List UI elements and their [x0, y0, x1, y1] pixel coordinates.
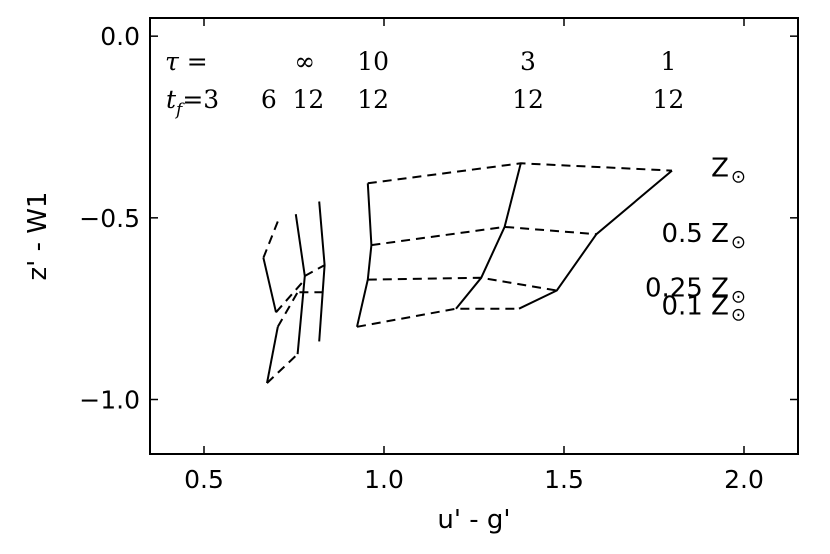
tf-value-label: 12: [512, 85, 544, 114]
x-tick-label: 1.5: [544, 465, 584, 494]
y-axis-label: z' - W1: [23, 192, 53, 281]
dashed-metallicity-line: [266, 353, 299, 384]
tf-value-label: 12: [652, 85, 684, 114]
solid-track-line: [266, 326, 279, 384]
plot-frame: [149, 17, 799, 455]
dashed-metallicity-line: [367, 162, 673, 185]
solid-track-line: [455, 163, 522, 310]
x-tick-label: 1.0: [364, 465, 404, 494]
dashed-metallicity-line: [276, 291, 299, 328]
solid-track-line: [518, 169, 673, 310]
tau-value-label: ∞: [294, 47, 315, 76]
y-tick-label: −0.5: [79, 204, 140, 233]
tf-equals-label: =3: [182, 85, 219, 114]
metallicity-label: Z ⊙: [711, 154, 746, 188]
tf-t-label: t: [166, 85, 177, 114]
tf-header-label: tf=3: [166, 85, 219, 120]
labels-layer: ∞ 10 3 1 6 12 12 12 12 Z ⊙ 0.5 Z ⊙ 0.25 Z ⊙0.1 Z ⊙: [261, 47, 746, 326]
solid-track-line: [318, 201, 326, 342]
dashed-metallicity-line: [304, 264, 326, 277]
lines-layer: [262, 162, 673, 384]
tf-subscript-label: f: [174, 100, 185, 120]
dashed-metallicity-line: [356, 307, 519, 328]
tf-value-label: 12: [357, 85, 389, 114]
metallicity-label: 0.1 Z ⊙: [661, 292, 746, 326]
x-axis-label: u' - g': [437, 505, 510, 535]
tf-value-label: 12: [292, 85, 324, 114]
y-tick-label: −1.0: [79, 386, 140, 415]
x-tick-label: 0.5: [184, 465, 224, 494]
tf-value-label: 6: [261, 85, 277, 114]
tau-value-label: 1: [660, 47, 676, 76]
metallicity-label: 0.5 Z ⊙: [661, 219, 746, 253]
dashed-metallicity-line: [275, 278, 306, 313]
tau-header-label: τ =: [165, 47, 208, 76]
tau-value-label: 10: [357, 47, 389, 76]
tau-value-label: 3: [520, 47, 536, 76]
dashed-metallicity-line: [371, 225, 597, 247]
ticks-layer: 0.5 1.0 1.5 2.0 0.0 −0.5 −1.0: [79, 18, 798, 494]
solid-track-line: [356, 183, 373, 328]
dashed-metallicity-line: [262, 221, 279, 259]
dashed-metallicity-line: [367, 276, 557, 292]
tau-label: τ =: [165, 47, 208, 76]
metallicity-label: 0.25 Z ⊙: [645, 274, 746, 308]
solid-track-line: [262, 257, 277, 313]
x-tick-label: 2.0: [724, 465, 764, 494]
y-tick-label: 0.0: [100, 22, 140, 51]
